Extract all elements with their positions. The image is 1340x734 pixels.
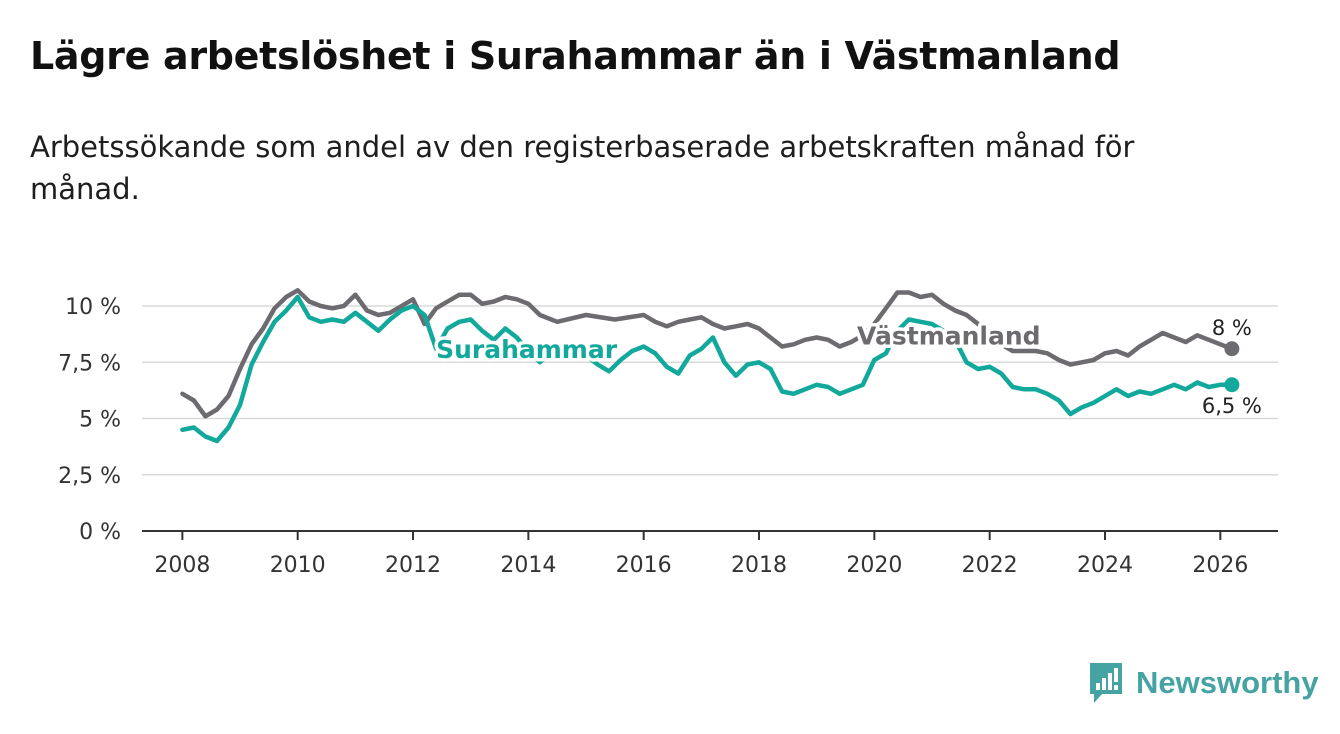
series-end-label: 8 % — [1212, 316, 1252, 340]
brand-name: Newsworthy — [1136, 665, 1319, 700]
x-tick-label: 2008 — [154, 553, 210, 578]
series-end-point — [1224, 341, 1240, 357]
series-line-västmanland — [180, 288, 1235, 419]
series-line-surahammar — [180, 294, 1235, 444]
y-tick-label: 5 % — [79, 408, 121, 433]
x-axis: 2008 2010 2012 2014 2016 2018 2020 2022 2024 2026 — [142, 530, 1278, 578]
y-tick-label: 2,5 % — [58, 464, 121, 489]
series-end-label: 6,5 % — [1202, 394, 1262, 418]
chart-subtitle: Arbetssökande som andel av den registerb… — [30, 130, 1135, 206]
newsworthy-brand: Newsworthy — [1088, 660, 1319, 706]
x-tick-label: 2020 — [846, 553, 902, 578]
chart-title: Lägre arbetslöshet i Surahammar än i Väs… — [30, 34, 1121, 78]
gridlines — [142, 305, 1278, 476]
x-tick-label: 2012 — [385, 553, 441, 578]
x-tick-label: 2010 — [270, 553, 326, 578]
series-name-label: Västmanland — [857, 321, 1041, 350]
x-tick-label: 2022 — [962, 553, 1018, 578]
line-chart: 2008 2010 2012 2014 2016 2018 2020 2022 2024 2026… — [58, 288, 1278, 578]
series-name-label: Surahammar — [436, 335, 618, 364]
y-tick-label: 0 % — [79, 520, 121, 545]
x-tick-label: 2014 — [500, 553, 556, 578]
newsworthy-logo-icon — [1090, 663, 1122, 703]
x-tick-label: 2024 — [1077, 553, 1133, 578]
y-axis: 0 % 2,5 % 5 % 7,5 % 10 % — [58, 295, 121, 545]
x-tick-label: 2016 — [616, 553, 672, 578]
series-lines — [180, 288, 1240, 444]
x-tick-label: 2026 — [1192, 553, 1248, 578]
y-tick-label: 7,5 % — [58, 351, 121, 376]
y-tick-label: 10 % — [65, 295, 121, 320]
series-labels: 8 % 6,5 % Västmanland Surahammar — [433, 316, 1262, 418]
x-tick-label: 2018 — [731, 553, 787, 578]
series-end-point — [1224, 377, 1240, 393]
